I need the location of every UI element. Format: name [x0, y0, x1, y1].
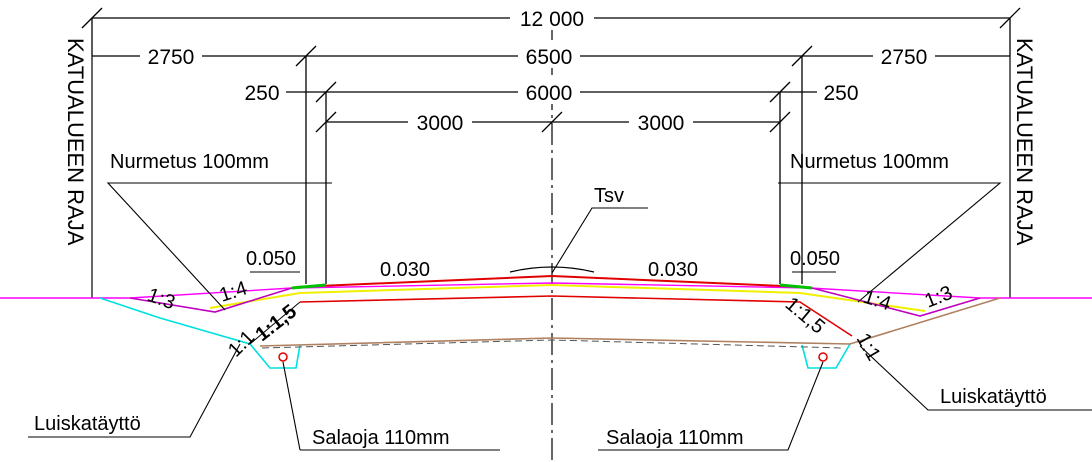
dim-left-lane: 3000 [417, 112, 464, 135]
dim-right-outer: 2750 [881, 46, 928, 69]
slope-value-left: 0.030 [380, 259, 430, 281]
fill-label-left: Luiskatäyttö [34, 413, 141, 435]
tsv-label: Tsv [594, 185, 624, 207]
dim-right-shoulder: 250 [823, 82, 858, 105]
left-trench-slope [249, 301, 301, 345]
slope-label-left-outer: 1:3 [144, 284, 178, 314]
seeding-label-left: Nurmetus 100mm [110, 151, 269, 173]
tsv-arc [509, 266, 595, 273]
drain-pipe-left [278, 352, 288, 362]
dim-left-outer: 2750 [148, 46, 195, 69]
slope-value-right: 0.030 [648, 259, 698, 281]
edge-value-right: 0.050 [790, 248, 840, 270]
edge-green-left [291, 283, 327, 290]
base-layer-line [209, 283, 926, 312]
edge-value-left: 0.050 [246, 248, 296, 270]
fill-label-right: Luiskatäyttö [940, 386, 1047, 408]
surface-line [295, 274, 807, 288]
left-slope-purple [129, 287, 293, 313]
drain-label-left: Salaoja 110mm [312, 427, 449, 449]
dim-middle: 6500 [526, 46, 573, 69]
drain-pipe-right [818, 352, 828, 362]
dim-right-lane: 3000 [638, 112, 685, 135]
seeding-label-right: Nurmetus 100mm [790, 151, 949, 173]
right-cyan-line [801, 343, 851, 369]
bottom-brown-line [259, 297, 1001, 347]
edge-green-right [779, 283, 813, 290]
drain-dashed-line [261, 339, 843, 349]
slope-label-right-inner: 1:4 [860, 286, 893, 316]
dim-total: 12 000 [520, 8, 584, 31]
boundary-label-right: KATUALUEEN RAJA [1012, 38, 1037, 246]
drain-label-right: Salaoja 110mm [606, 427, 743, 449]
boundary-label-left: KATUALUEEN RAJA [63, 38, 88, 246]
leader-lines [28, 182, 1092, 451]
slope-label-right-outer: 1:3 [922, 282, 956, 313]
slope-label-right-trench: 1:1,5 [781, 293, 829, 338]
subbase-line [299, 295, 853, 337]
right-slope-purple [811, 287, 981, 317]
left-cyan-line [99, 297, 301, 369]
dim-left-shoulder: 250 [244, 82, 279, 105]
dim-carriageway: 6000 [526, 82, 573, 105]
